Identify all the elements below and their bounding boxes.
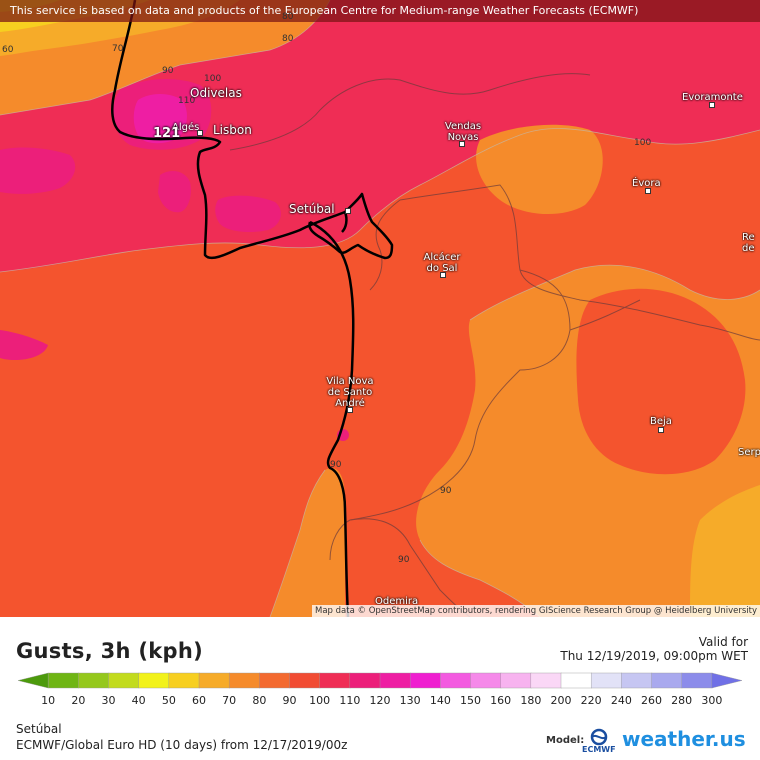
- scale-tick-label: 150: [460, 694, 481, 707]
- scale-swatch: [621, 672, 653, 689]
- scale-tick-label: 50: [162, 694, 176, 707]
- city-marker: [459, 141, 465, 147]
- model-info: ECMWF/Global Euro HD (10 days) from 12/1…: [16, 738, 348, 752]
- scale-swatch: [440, 672, 472, 689]
- scale-swatch: [259, 672, 291, 689]
- scale-swatch: [17, 672, 49, 689]
- max-gust-marker: 121: [153, 126, 181, 141]
- scale-swatch: [409, 672, 442, 689]
- scale-tick-label: 40: [132, 694, 146, 707]
- city-marker: [645, 188, 651, 194]
- scale-tick-label: 80: [252, 694, 266, 707]
- scale-swatch: [651, 672, 683, 689]
- city-label-alges[interactable]: Algés: [172, 122, 200, 133]
- scale-tick-label: 160: [490, 694, 511, 707]
- scale-swatch: [319, 672, 351, 689]
- scale-swatch: [198, 672, 230, 689]
- scale-tick-label: 180: [520, 694, 541, 707]
- gust-field: [0, 0, 760, 617]
- scale-tick-label: 30: [102, 694, 116, 707]
- contour-label: 90: [398, 555, 410, 565]
- city-label-alcacer[interactable]: Alcácer do Sal: [423, 252, 461, 274]
- scale-tick-label: 10: [41, 694, 55, 707]
- scale-tick-label: 60: [192, 694, 206, 707]
- scale-swatch: [530, 672, 562, 689]
- scale-tick-label: 110: [339, 694, 360, 707]
- city-label-odemira[interactable]: Odemira: [375, 596, 419, 607]
- scale-tick-label: 140: [430, 694, 451, 707]
- scale-swatch: [590, 672, 623, 689]
- city-label-evoramonte[interactable]: Evoramonte: [682, 92, 743, 103]
- scale-swatch: [47, 672, 80, 689]
- city-marker: [658, 427, 664, 433]
- weather-map[interactable]: This service is based on data and produc…: [0, 0, 760, 617]
- city-label-odivelas[interactable]: Odivelas: [190, 86, 242, 100]
- map-attribution[interactable]: Map data © OpenStreetMap contributors, r…: [312, 605, 760, 617]
- model-label: Model:: [546, 735, 585, 746]
- scale-swatch: [289, 672, 321, 689]
- scale-tick-label: 90: [283, 694, 297, 707]
- scale-tick-label: 130: [400, 694, 421, 707]
- city-label-edge[interactable]: Serp: [738, 447, 760, 458]
- city-marker: [709, 102, 715, 108]
- contour-label: 80: [282, 34, 294, 44]
- color-scale: 10 20 30 40 50 60 70 80 90 100 110 120 130 140 150 160 1…: [17, 672, 743, 707]
- contour-label: 90: [162, 66, 174, 76]
- scale-tick-label: 220: [581, 694, 602, 707]
- contour-label: 100: [204, 74, 222, 84]
- contour-label: 100: [634, 138, 652, 148]
- scale-tick-label: 260: [641, 694, 662, 707]
- scale-tick-label: 100: [309, 694, 330, 707]
- legend-panel: Gusts, 3h (kph) Valid for Thu 12/19/2019…: [0, 617, 760, 760]
- city-label-vendas-novas[interactable]: Vendas Novas: [444, 121, 482, 143]
- contour-label: 70: [112, 44, 124, 54]
- scale-swatch: [560, 672, 592, 689]
- city-label-setubal[interactable]: Setúbal: [289, 202, 335, 216]
- contour-label: 60: [2, 45, 14, 55]
- city-marker: [345, 208, 351, 214]
- scale-swatch: [168, 672, 200, 689]
- scale-swatch: [78, 672, 110, 689]
- city-marker: [197, 130, 203, 136]
- scale-tick-label: 120: [370, 694, 391, 707]
- scale-tick-label: 200: [551, 694, 572, 707]
- scale-swatch: [349, 672, 381, 689]
- valid-time: Thu 12/19/2019, 09:00pm WET: [560, 649, 748, 663]
- city-label-vila-nova[interactable]: Vila Nova de Santo André: [326, 376, 374, 409]
- ecmwf-logo-text: ECMWF: [582, 745, 616, 754]
- scale-tick-label: 20: [71, 694, 85, 707]
- city-label-beja[interactable]: Beja: [650, 416, 672, 427]
- scale-tick-label: 300: [701, 694, 722, 707]
- ecmwf-notice: This service is based on data and produc…: [0, 0, 760, 22]
- scale-tick-label: 240: [611, 694, 632, 707]
- contour-label: 110: [178, 96, 196, 106]
- weather-us-logo[interactable]: weather.us: [622, 727, 746, 751]
- city-label-edge[interactable]: Re de: [742, 232, 755, 254]
- location-name: Setúbal: [16, 722, 62, 736]
- city-label-lisbon[interactable]: Lisbon: [213, 123, 252, 137]
- contour-label: 90: [440, 486, 452, 496]
- scale-swatch: [470, 672, 502, 689]
- contour-label: 90: [330, 460, 342, 470]
- scale-swatch: [108, 672, 140, 689]
- scale-swatch: [711, 672, 743, 689]
- ecmwf-logo-icon: [590, 728, 608, 746]
- scale-tick-label: 70: [222, 694, 236, 707]
- scale-swatch: [500, 672, 532, 689]
- city-marker: [347, 407, 353, 413]
- scale-tick-label: 280: [671, 694, 692, 707]
- scale-swatch: [379, 672, 411, 689]
- city-label-evora[interactable]: Évora: [632, 178, 661, 189]
- contour-label: 80: [282, 12, 294, 22]
- city-marker: [440, 272, 446, 278]
- valid-label: Valid for: [698, 635, 748, 649]
- parameter-title: Gusts, 3h (kph): [16, 639, 204, 663]
- scale-swatch: [228, 672, 261, 689]
- scale-swatch: [681, 672, 713, 689]
- scale-swatch: [138, 672, 170, 689]
